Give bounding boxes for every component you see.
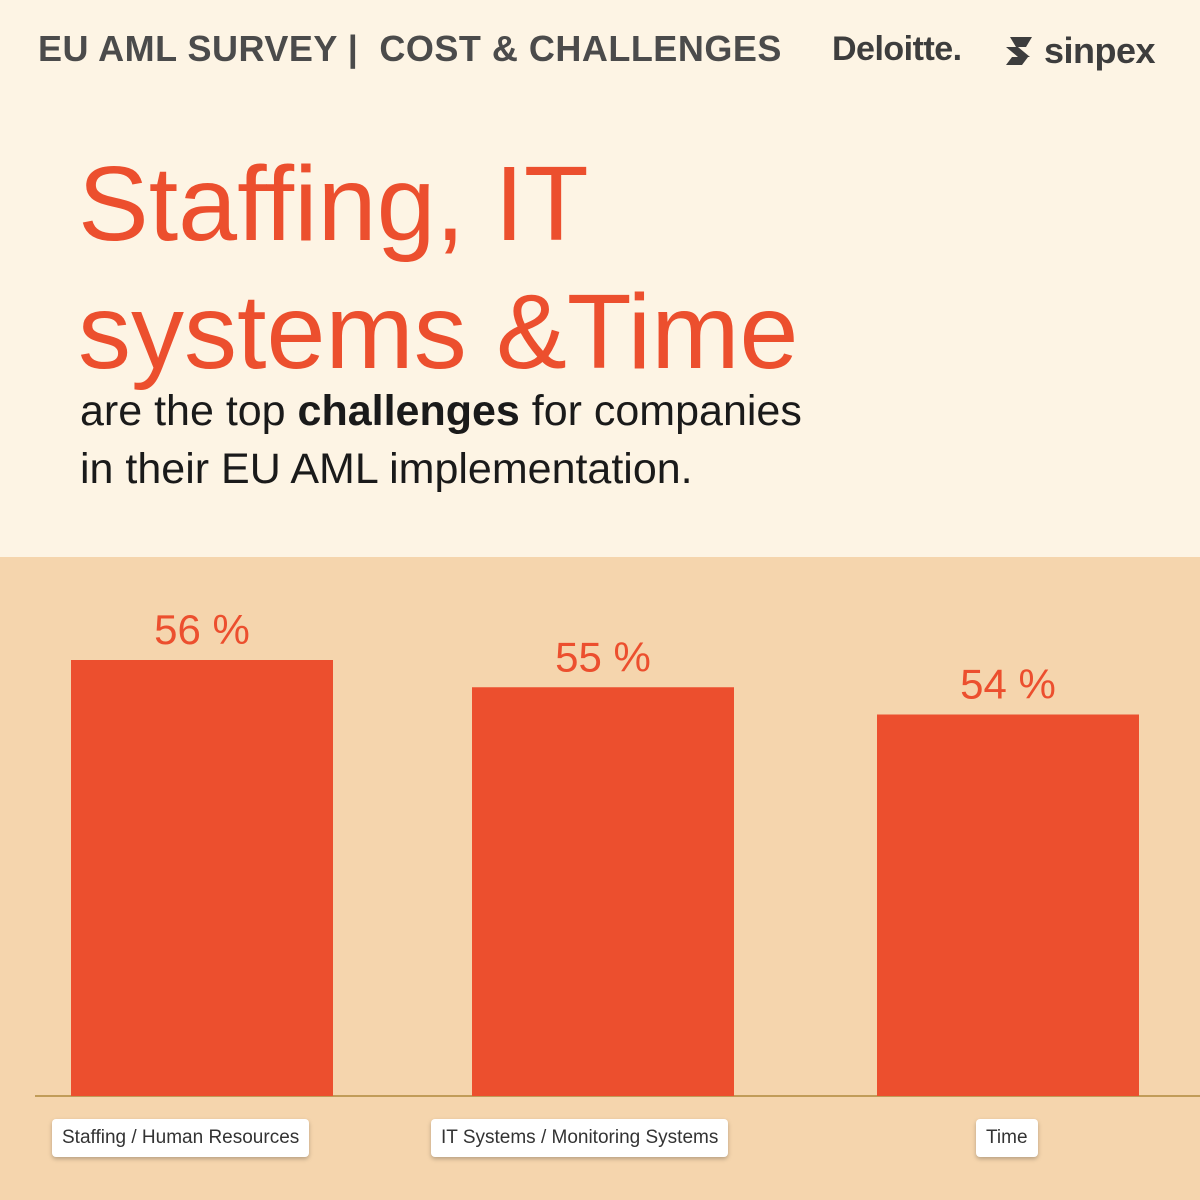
subtext-line-1: are the top challenges for companies: [80, 382, 1080, 440]
bar-value-label: 55 %: [555, 633, 651, 680]
bar-value-label: 54 %: [960, 661, 1056, 708]
subtext-part-1: are the top: [80, 387, 298, 435]
header-section: EU AML SURVEY | COST & CHALLENGES Deloit…: [0, 0, 1200, 557]
headline-line-2: systems &Time: [78, 273, 799, 391]
deloitte-logo: Deloitte.: [832, 30, 962, 68]
category-label: IT Systems / Monitoring Systems: [431, 1119, 729, 1157]
category-label: Time: [976, 1119, 1038, 1157]
chart-svg: 56 % 55 % 54 %: [35, 606, 1200, 1097]
page-title: EU AML SURVEY | COST & CHALLENGES: [38, 28, 782, 69]
subtext: are the top challenges for companies in …: [80, 382, 1080, 498]
headline: Staffing, IT systems &Time: [78, 140, 1078, 396]
bar-2: [877, 714, 1139, 1096]
bar-chart: 56 % 55 % 54 % Staffing / Human Resources I…: [0, 557, 1200, 1200]
category-label: Staffing / Human Resources: [52, 1119, 310, 1157]
bar-1: [472, 687, 734, 1096]
bar-0: [71, 660, 333, 1096]
sinpex-logo: sinpex: [1004, 30, 1156, 72]
bar-value-label: 56 %: [154, 606, 250, 653]
sinpex-logo-text: sinpex: [1044, 30, 1156, 71]
subtext-part-2: for companies: [519, 387, 802, 435]
headline-line-1: Staffing, IT: [78, 145, 589, 263]
sinpex-mark-icon: [1006, 37, 1032, 65]
subtext-line-2: in their EU AML implementation.: [80, 445, 693, 493]
subtext-bold: challenges: [297, 387, 520, 435]
